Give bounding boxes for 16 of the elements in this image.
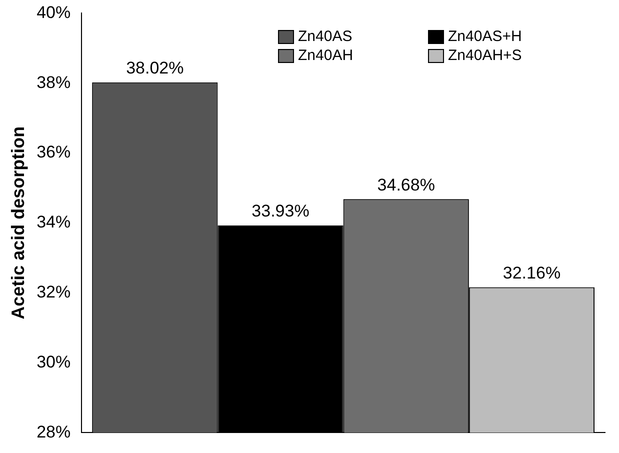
legend-label: Zn40AS <box>298 28 352 45</box>
legend-label: Zn40AH <box>298 47 354 64</box>
data-label: 34.68% <box>377 175 435 194</box>
data-label: 33.93% <box>252 202 310 221</box>
y-tick-label: 30% <box>36 352 71 372</box>
y-tick-label: 38% <box>36 72 71 92</box>
y-tick-label: 32% <box>36 282 71 302</box>
y-tick-label: 36% <box>36 142 71 162</box>
y-tick-label: 40% <box>36 2 71 22</box>
legend-label: Zn40AH+S <box>448 47 522 64</box>
y-tick-label: 34% <box>36 212 71 232</box>
data-label: 32.16% <box>502 263 561 282</box>
y-tick-label: 28% <box>36 422 71 442</box>
y-axis-title: Acetic acid desorption <box>8 126 28 320</box>
data-label: 38.02% <box>126 58 184 78</box>
legend-label: Zn40AS+H <box>448 28 522 45</box>
